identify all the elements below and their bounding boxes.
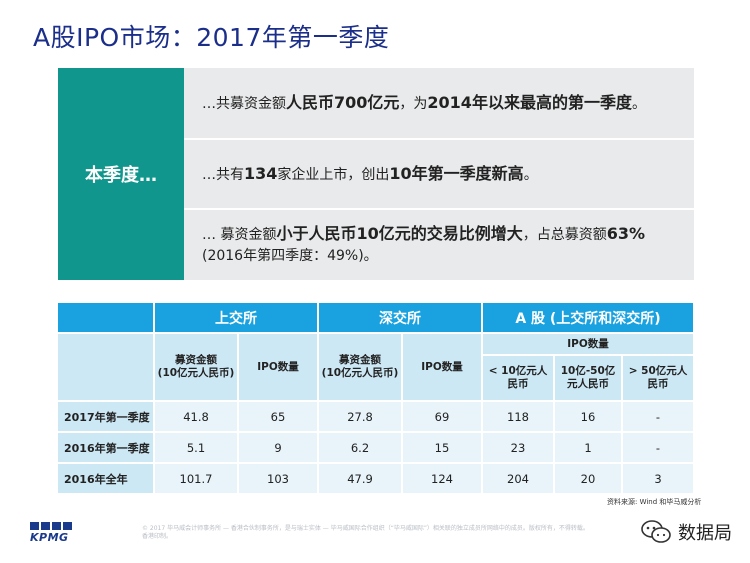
table-row: 2016年全年 101.7 103 47.9 124 204 20 3 xyxy=(58,463,696,495)
subheader-sse-amount: 募资金额 (10亿元人民币) xyxy=(154,333,239,402)
footer-note: © 2017 毕马威会计师事务所 — 香港合伙制事务所，是与瑞士实体 — 毕马威… xyxy=(142,525,589,540)
group-header-a-share: A 股 (上交所和深交所) xyxy=(482,303,696,334)
summary-row-3-bold-2: 63% xyxy=(606,224,646,243)
summary-row-3-mid: ，占总募资额 xyxy=(522,227,607,243)
chat-bubbles-icon xyxy=(641,520,671,543)
table-group-header-row: 上交所 深交所 A 股 (上交所和深交所) xyxy=(58,303,696,334)
group-header-sse: 上交所 xyxy=(154,303,319,334)
summary-rows: …共募资金额人民币700亿元，为2014年以来最高的第一季度。 …共有134家企… xyxy=(184,68,694,280)
table-cell: 9 xyxy=(238,432,319,464)
row-label: 2016年全年 xyxy=(58,463,155,495)
table-row: 2016年第一季度 5.1 9 6.2 15 23 1 - xyxy=(58,432,696,464)
table-cell: 20 xyxy=(554,463,623,495)
kpmg-logo-blocks xyxy=(30,522,84,530)
summary-row-1-pre: …共募资金额 xyxy=(202,95,286,112)
table-cell: - xyxy=(622,432,696,464)
table-cell: 124 xyxy=(402,463,483,495)
summary-row-2-post: 。 xyxy=(523,166,538,183)
table-cell: 101.7 xyxy=(154,463,239,495)
table-cell: - xyxy=(622,401,696,433)
subheader-under-1bn: < 10亿元人民币 xyxy=(482,355,555,402)
brand-watermark: 数据局 xyxy=(640,518,732,546)
source-note: 资料来源: Wind 和毕马威分析 xyxy=(607,498,702,506)
table-cell: 204 xyxy=(482,463,555,495)
summary-row-1: …共募资金额人民币700亿元，为2014年以来最高的第一季度。 xyxy=(184,68,694,138)
summary-row-1-post: 。 xyxy=(631,95,646,112)
table-cell: 1 xyxy=(554,432,623,464)
table-cell: 6.2 xyxy=(318,432,403,464)
table-corner xyxy=(58,303,155,334)
kpmg-logo-text: KPMG xyxy=(30,531,69,544)
summary-row-2-bold-2: 10年第一季度新高 xyxy=(389,163,524,183)
table-cell: 16 xyxy=(554,401,623,433)
table-cell: 27.8 xyxy=(318,401,403,433)
subheader-ipo-count: IPO数量 xyxy=(482,333,696,356)
summary-row-1-bold-1: 人民币700亿元 xyxy=(286,92,400,112)
page-title: A股IPO市场：2017年第一季度 xyxy=(33,23,390,52)
subheader-szse-amount: 募资金额 (10亿元人民币) xyxy=(318,333,403,402)
table-cell: 23 xyxy=(482,432,555,464)
table-cell: 5.1 xyxy=(154,432,239,464)
summary-panel: 本季度… …共募资金额人民币700亿元，为2014年以来最高的第一季度。 …共有… xyxy=(58,68,694,280)
table-cell: 118 xyxy=(482,401,555,433)
summary-row-3-bold-1: 小于人民币10亿元的交易比例增大 xyxy=(276,224,523,243)
row-label: 2016年第一季度 xyxy=(58,432,155,464)
subheader-szse-count: IPO数量 xyxy=(402,333,483,402)
summary-row-3-post: (2016年第四季度：49%)。 xyxy=(202,248,378,264)
table-cell: 65 xyxy=(238,401,319,433)
summary-row-1-mid: ，为 xyxy=(399,95,428,112)
summary-row-2-mid: 家企业上市，创出 xyxy=(277,166,390,183)
table-cell: 47.9 xyxy=(318,463,403,495)
kpmg-logo: KPMG xyxy=(30,522,84,548)
table-cell: 69 xyxy=(402,401,483,433)
table-cell: 15 xyxy=(402,432,483,464)
summary-row-1-bold-2: 2014年以来最高的第一季度 xyxy=(427,92,632,112)
summary-tag: 本季度… xyxy=(58,68,184,280)
table-row: 2017年第一季度 41.8 65 27.8 69 118 16 - xyxy=(58,401,696,433)
ipo-table: 上交所 深交所 A 股 (上交所和深交所) 募资金额 (10亿元人民币) IPO… xyxy=(58,303,696,495)
summary-row-3: … 募资金额小于人民币10亿元的交易比例增大，占总募资额63% (2016年第四… xyxy=(184,208,694,280)
table-cell: 41.8 xyxy=(154,401,239,433)
subheader-blank xyxy=(58,333,155,402)
summary-row-3-pre: … 募资金额 xyxy=(202,227,277,243)
table-cell: 103 xyxy=(238,463,319,495)
summary-row-2-pre: …共有 xyxy=(202,166,244,183)
row-label: 2017年第一季度 xyxy=(58,401,155,433)
group-header-szse: 深交所 xyxy=(318,303,483,334)
subheader-sse-count: IPO数量 xyxy=(238,333,319,402)
table-cell: 3 xyxy=(622,463,696,495)
subheader-1bn-5bn: 10亿-50亿元人民币 xyxy=(554,355,623,402)
summary-row-2-bold-1: 134 xyxy=(244,163,278,183)
table-subheader-row-1: 募资金额 (10亿元人民币) IPO数量 募资金额 (10亿元人民币) IPO数… xyxy=(58,333,696,402)
summary-row-2: …共有134家企业上市，创出10年第一季度新高。 xyxy=(184,138,694,208)
subheader-over-5bn: > 50亿元人民币 xyxy=(622,355,696,402)
brand-name: 数据局 xyxy=(678,523,732,544)
table-subheader-row-2: < 10亿元人民币 10亿-50亿元人民币 > 50亿元人民币 xyxy=(58,355,696,402)
